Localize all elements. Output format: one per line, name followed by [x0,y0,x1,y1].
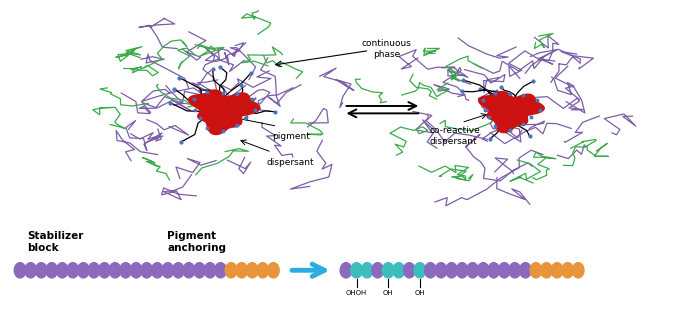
Ellipse shape [257,263,268,278]
Text: Pigment
anchoring: Pigment anchoring [167,231,226,253]
Ellipse shape [162,263,174,278]
Ellipse shape [110,263,121,278]
Ellipse shape [551,263,563,278]
Text: OH: OH [414,290,425,296]
Ellipse shape [78,263,89,278]
Ellipse shape [67,263,78,278]
Ellipse shape [236,263,247,278]
Ellipse shape [393,263,405,278]
Ellipse shape [520,263,531,278]
Ellipse shape [88,263,100,278]
Ellipse shape [467,263,479,278]
Ellipse shape [99,263,110,278]
Text: Stabilizer
block: Stabilizer block [27,231,83,253]
Ellipse shape [562,263,573,278]
Ellipse shape [204,263,216,278]
Ellipse shape [151,263,163,278]
Ellipse shape [35,263,47,278]
Ellipse shape [215,263,226,278]
Ellipse shape [268,263,279,278]
Ellipse shape [56,263,68,278]
Polygon shape [189,90,260,134]
Ellipse shape [509,263,521,278]
Text: co-reactive
dispersant: co-reactive dispersant [430,126,481,146]
Ellipse shape [530,263,541,278]
Text: dispersant: dispersant [266,158,314,167]
Ellipse shape [193,263,206,278]
Ellipse shape [351,263,362,278]
Ellipse shape [25,263,37,278]
Ellipse shape [130,263,142,278]
Ellipse shape [372,263,383,278]
Text: OHOH: OHOH [346,290,367,296]
Ellipse shape [172,263,185,278]
Ellipse shape [46,263,57,278]
Ellipse shape [488,263,500,278]
Ellipse shape [361,263,373,278]
Text: pigment: pigment [272,132,310,141]
Ellipse shape [498,263,510,278]
Ellipse shape [14,263,26,278]
Polygon shape [479,92,544,133]
Ellipse shape [456,263,468,278]
Ellipse shape [435,263,447,278]
Text: OH: OH [383,290,393,296]
Ellipse shape [477,263,489,278]
Ellipse shape [445,263,458,278]
Ellipse shape [340,263,352,278]
Ellipse shape [404,263,415,278]
Ellipse shape [120,263,131,278]
Ellipse shape [246,263,258,278]
Ellipse shape [141,263,153,278]
Ellipse shape [225,263,237,278]
Ellipse shape [183,263,195,278]
Text: continuous
phase: continuous phase [362,39,412,59]
Ellipse shape [383,263,394,278]
Ellipse shape [541,263,552,278]
Ellipse shape [425,263,436,278]
Ellipse shape [573,263,584,278]
Ellipse shape [414,263,426,278]
